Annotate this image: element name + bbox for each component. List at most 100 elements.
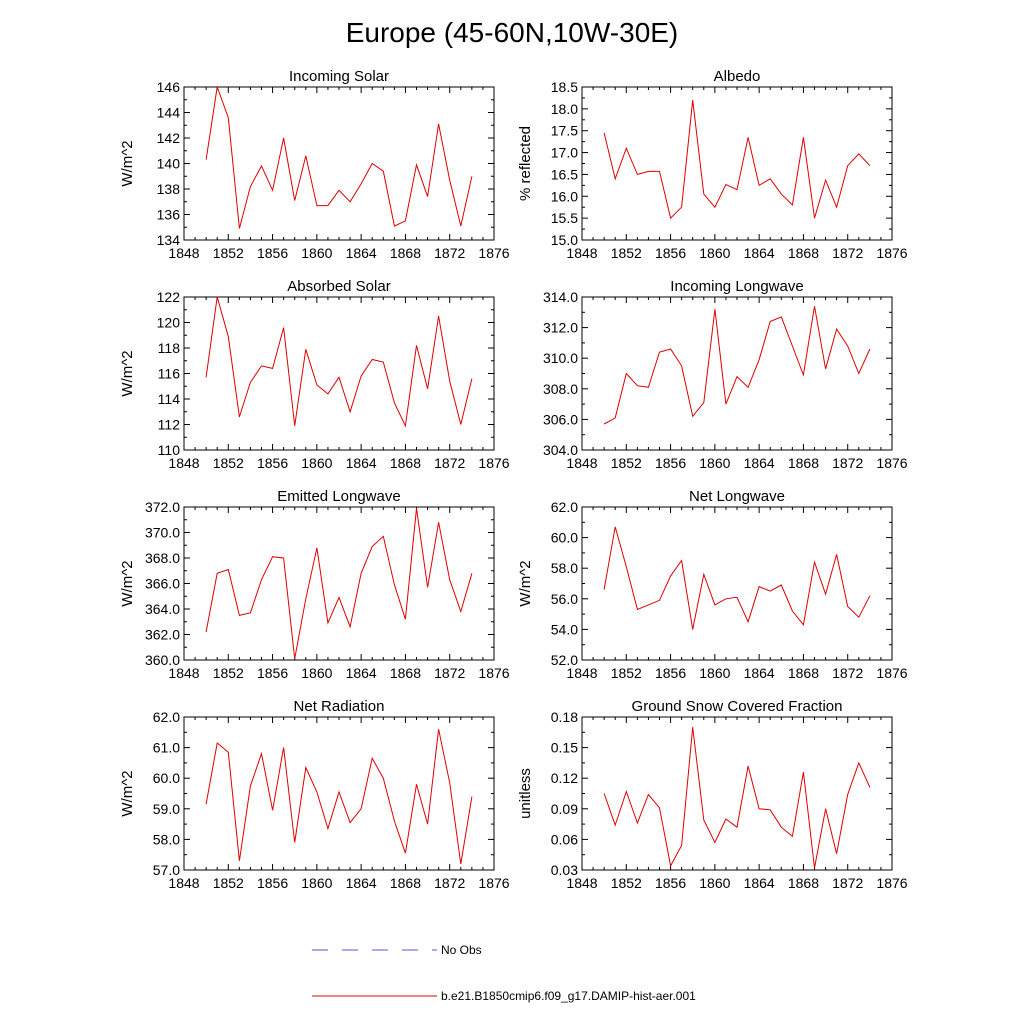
x-tick-label: 1872 — [832, 455, 863, 471]
x-tick-label: 1864 — [346, 665, 377, 681]
x-tick-label: 1868 — [390, 665, 421, 681]
x-tick-label: 1868 — [788, 875, 819, 891]
x-tick-label: 1860 — [301, 665, 332, 681]
y-tick-label: 304.0 — [543, 442, 578, 458]
y-tick-label: 366.0 — [145, 576, 180, 592]
y-tick-label: 54.0 — [551, 621, 578, 637]
y-tick-label: 142 — [157, 130, 181, 146]
y-tick-label: 118 — [158, 340, 181, 356]
panel-title: Albedo — [714, 68, 761, 85]
y-tick-label: 134 — [157, 232, 181, 248]
y-axis-label: W/m^2 — [119, 560, 136, 606]
y-tick-label: 0.15 — [551, 740, 578, 756]
y-tick-label: 312.0 — [543, 320, 578, 336]
x-tick-label: 1852 — [611, 455, 642, 471]
x-tick-label: 1860 — [301, 455, 332, 471]
x-tick-label: 1868 — [390, 245, 421, 261]
y-tick-label: 146 — [157, 79, 181, 95]
x-tick-label: 1848 — [566, 455, 597, 471]
y-tick-label: 120 — [157, 315, 181, 331]
y-tick-label: 58.0 — [153, 831, 180, 847]
x-tick-label: 1856 — [257, 665, 288, 681]
panel-title: Ground Snow Covered Fraction — [632, 698, 843, 715]
y-tick-label: 0.09 — [551, 801, 578, 817]
y-tick-label: 116 — [158, 366, 181, 382]
y-tick-label: 110 — [158, 442, 181, 458]
panels: Incoming Solar W/m^2 1848 1852 1856 1860 1864 1… — [119, 68, 908, 891]
y-tick-label: 0.06 — [551, 831, 578, 847]
y-tick-label: 61.0 — [153, 740, 180, 756]
panel-5: Net Longwave W/m^2 1848 1852 1856 1860 1864 186… — [517, 488, 908, 681]
x-tick-label: 1876 — [876, 665, 907, 681]
y-tick-label: 0.18 — [551, 709, 578, 725]
x-tick-label: 1872 — [832, 875, 863, 891]
series-line — [205, 86, 473, 229]
x-tick-label: 1876 — [876, 455, 907, 471]
series-line — [603, 526, 871, 630]
y-tick-label: 59.0 — [153, 801, 180, 817]
y-tick-label: 16.0 — [551, 188, 578, 204]
x-tick-label: 1860 — [301, 245, 332, 261]
y-axis-label: W/m^2 — [517, 560, 534, 606]
plot-frame — [183, 506, 495, 661]
x-tick-label: 1860 — [301, 875, 332, 891]
y-tick-label: 140 — [157, 156, 181, 172]
x-tick-label: 1852 — [213, 875, 244, 891]
x-tick-label: 1852 — [611, 245, 642, 261]
x-tick-label: 1868 — [788, 245, 819, 261]
series-line — [603, 727, 871, 869]
panel-title: Incoming Solar — [289, 68, 389, 85]
x-tick-label: 1860 — [699, 455, 730, 471]
x-tick-label: 1872 — [434, 455, 465, 471]
y-tick-label: 0.12 — [551, 770, 578, 786]
y-tick-label: 18.5 — [551, 79, 578, 95]
panel-title: Incoming Longwave — [670, 278, 803, 295]
x-tick-label: 1848 — [566, 245, 597, 261]
x-tick-label: 1852 — [213, 245, 244, 261]
x-tick-label: 1860 — [699, 665, 730, 681]
panel-4: Emitted Longwave W/m^2 1848 1852 1856 1860 186… — [119, 488, 510, 681]
x-tick-label: 1864 — [744, 455, 775, 471]
y-axis-label: unitless — [517, 768, 534, 819]
x-tick-label: 1868 — [390, 875, 421, 891]
x-tick-label: 1872 — [434, 875, 465, 891]
panel-6: Net Radiation W/m^2 1848 1852 1856 1860 1864 18… — [119, 698, 510, 891]
y-tick-label: 364.0 — [145, 601, 180, 617]
panel-title: Emitted Longwave — [277, 488, 400, 505]
y-tick-label: 306.0 — [543, 411, 578, 427]
y-tick-label: 56.0 — [551, 591, 578, 607]
y-tick-label: 15.0 — [551, 232, 578, 248]
x-tick-label: 1876 — [876, 875, 907, 891]
y-axis-label: W/m^2 — [119, 140, 136, 186]
y-tick-label: 370.0 — [145, 525, 180, 541]
y-tick-label: 144 — [157, 105, 181, 121]
y-tick-label: 57.0 — [153, 862, 180, 878]
y-tick-label: 372.0 — [145, 499, 180, 515]
x-tick-label: 1852 — [611, 875, 642, 891]
plot-frame — [581, 86, 893, 241]
x-tick-label: 1864 — [744, 245, 775, 261]
x-tick-label: 1856 — [257, 245, 288, 261]
panel-title: Absorbed Solar — [287, 278, 390, 295]
x-tick-label: 1872 — [832, 665, 863, 681]
series-line — [205, 729, 473, 864]
panel-title: Net Radiation — [294, 698, 385, 715]
y-tick-label: 114 — [158, 391, 181, 407]
y-tick-label: 360.0 — [145, 652, 180, 668]
y-tick-label: 308.0 — [543, 381, 578, 397]
legend: No Obs b.e21.B1850cmip6.f09_g17.DAMIP-hi… — [312, 943, 696, 1003]
x-tick-label: 1848 — [566, 875, 597, 891]
x-tick-label: 1868 — [788, 455, 819, 471]
y-tick-label: 16.5 — [551, 166, 578, 182]
x-tick-label: 1864 — [346, 245, 377, 261]
x-tick-label: 1848 — [168, 455, 199, 471]
x-tick-label: 1864 — [346, 455, 377, 471]
x-tick-label: 1848 — [566, 665, 597, 681]
y-axis-label: W/m^2 — [119, 350, 136, 396]
x-tick-label: 1864 — [346, 875, 377, 891]
x-tick-label: 1856 — [257, 455, 288, 471]
x-tick-label: 1876 — [478, 875, 509, 891]
series-line — [603, 306, 871, 425]
x-tick-label: 1848 — [168, 875, 199, 891]
